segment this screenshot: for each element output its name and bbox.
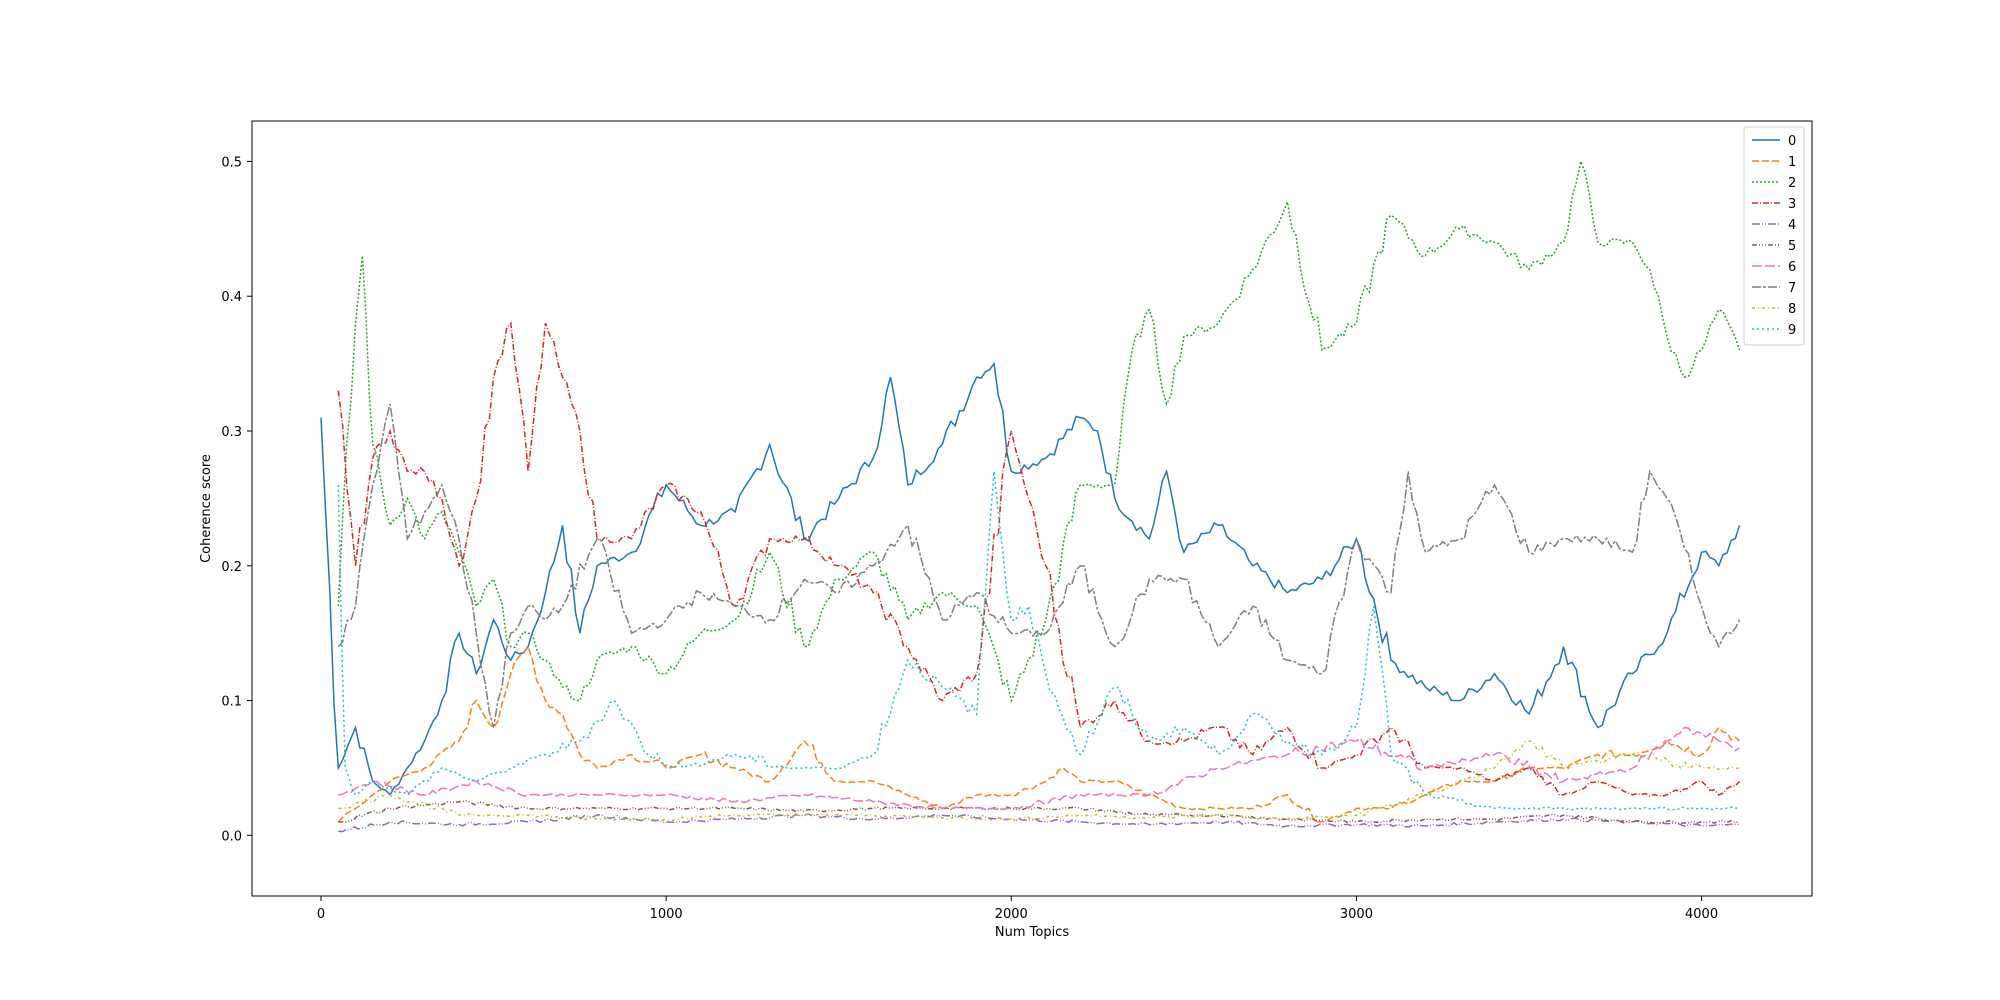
series-line-7: [337, 403, 1741, 728]
series-layer: [320, 158, 1741, 833]
x-axis-label: Num Topics: [995, 925, 1069, 940]
legend-label-8: 8: [1788, 302, 1796, 317]
y-tick-label: 0.1: [221, 695, 242, 710]
legend-label-5: 5: [1788, 239, 1796, 254]
y-tick-label: 0.4: [221, 290, 242, 305]
legend: 0 1 2 3 4 5 6 7 8 9: [1743, 126, 1805, 346]
series-line-8: [338, 740, 1740, 822]
series-line-1: [337, 645, 1741, 823]
series-line-0: [320, 361, 1741, 797]
legend-label-6: 6: [1788, 260, 1796, 275]
series-line-5: [338, 799, 1740, 824]
y-tick-label: 0.5: [221, 155, 242, 170]
axes-frame: [251, 120, 1813, 897]
x-tick-label: 1000: [650, 907, 683, 922]
legend-label-7: 7: [1788, 281, 1796, 296]
series-line-2: [337, 158, 1741, 704]
legend-label-1: 1: [1788, 155, 1796, 170]
y-tick-label: 0.3: [221, 425, 242, 440]
legend-label-3: 3: [1788, 197, 1796, 212]
y-axis-label: Coherence score: [199, 454, 214, 563]
x-axis: 0 1000 2000 3000 4000: [317, 896, 1718, 922]
series-line-4: [338, 813, 1740, 833]
legend-label-4: 4: [1788, 218, 1796, 233]
y-axis: 0.0 0.1 0.2 0.3 0.4 0.5: [221, 155, 252, 844]
series-line-6: [338, 726, 1740, 811]
series-line-9: [337, 471, 1740, 811]
x-tick-label: 4000: [1685, 907, 1718, 922]
y-tick-label: 0.2: [221, 560, 242, 575]
legend-label-9: 9: [1788, 323, 1796, 338]
legend-label-2: 2: [1788, 176, 1796, 191]
x-tick-label: 2000: [995, 907, 1028, 922]
plot-area: [251, 120, 1813, 897]
x-tick-label: 3000: [1340, 907, 1373, 922]
y-tick-label: 0.0: [221, 829, 242, 844]
series-line-3: [337, 321, 1741, 797]
legend-box: [1743, 126, 1805, 346]
legend-label-0: 0: [1788, 134, 1796, 149]
x-tick-label: 0: [317, 907, 325, 922]
